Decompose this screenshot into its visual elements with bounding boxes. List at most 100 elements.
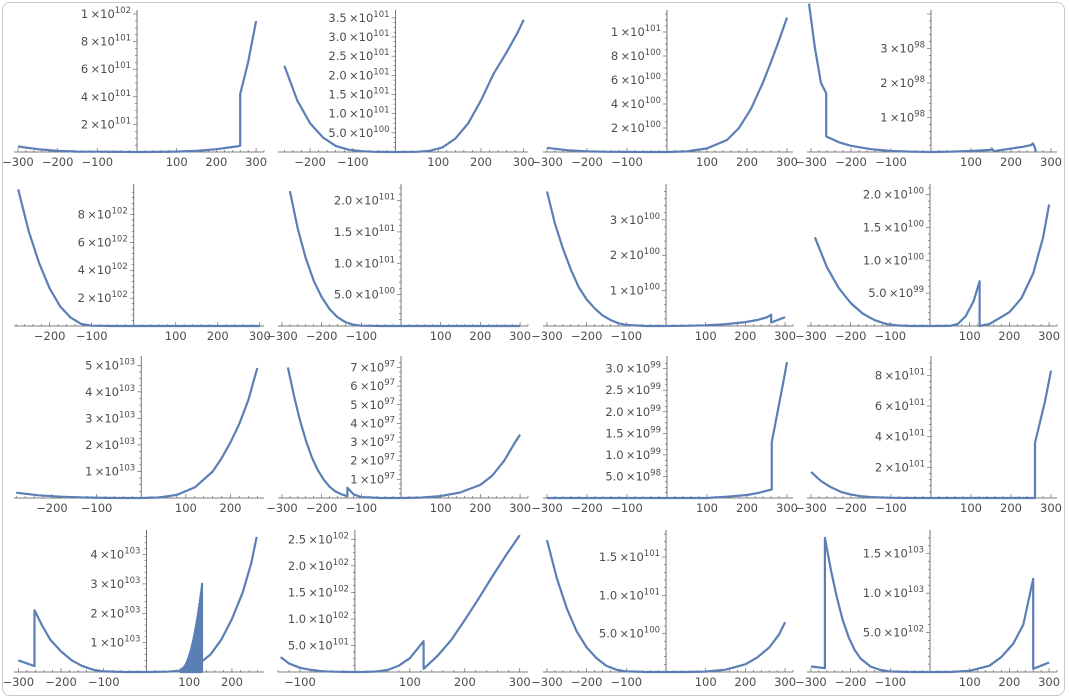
y-tick-label: 1 ×10100 <box>610 283 660 298</box>
y-tick-label: 4 ×10101 <box>875 429 925 444</box>
x-tick-label: 100 <box>959 329 981 343</box>
y-tick-label: 2 ×10100 <box>611 120 661 135</box>
x-tick-label: −100 <box>611 501 643 515</box>
y-tick-label: 5.0 ×10100 <box>328 125 389 140</box>
x-tick-label: 200 <box>736 501 758 515</box>
y-tick-label: 1 ×10102 <box>81 6 131 21</box>
y-tick-label: 2 ×10103 <box>85 437 135 452</box>
x-tick-label: −200 <box>294 155 326 169</box>
y-tick-label: 2 ×10102 <box>78 290 128 305</box>
y-tick-label: 2.0 ×10101 <box>328 67 389 82</box>
y-tick-label: 6 ×10101 <box>81 61 131 76</box>
x-tick-label: 300 <box>249 329 271 343</box>
y-tick-label: 2.5 ×10101 <box>328 48 389 63</box>
series-line-0 <box>545 539 787 674</box>
x-tick-label: 200 <box>207 329 229 343</box>
series-line-0 <box>807 3 1037 154</box>
x-tick-label: 100 <box>175 501 197 515</box>
y-tick-label: 4 ×10100 <box>611 96 661 111</box>
y-tick-label: 2.5 ×10102 <box>288 531 349 546</box>
series-line-0 <box>813 204 1051 328</box>
y-tick-label: 2 ×10100 <box>610 247 660 262</box>
y-tick-label: 5 ×10103 <box>85 357 135 372</box>
x-tick-label: 300 <box>1040 501 1062 515</box>
x-tick-label: 100 <box>430 501 452 515</box>
y-tick-label: 2 ×1098 <box>880 75 925 90</box>
series-line-0 <box>286 367 522 500</box>
y-tick-label: 1 ×1097 <box>350 471 395 486</box>
y-tick-label: 1.0 ×10101 <box>328 106 389 121</box>
x-tick-label: 200 <box>998 675 1020 689</box>
y-tick-label: 3.0 ×10101 <box>328 29 389 44</box>
series-line-0 <box>546 17 789 154</box>
x-tick-label: −100 <box>875 155 907 169</box>
x-tick-label: −100 <box>88 675 120 689</box>
y-tick-label: 1.5 ×10103 <box>863 546 924 561</box>
x-tick-label: 300 <box>1038 675 1060 689</box>
chart-panel-r2c1: −200 −100 100 200 300 2 ×10102 4 ×10102 6 ×1010… <box>14 184 271 343</box>
x-tick-label: −200 <box>835 675 867 689</box>
x-tick-label: 200 <box>469 329 491 343</box>
series-line-0 <box>17 536 258 674</box>
x-tick-label: 200 <box>998 329 1020 343</box>
x-tick-label: 100 <box>696 155 718 169</box>
chart-panel-r1c4: −300 −200 −100 100 200 300 1 ×1098 2 ×1098 3 ×10… <box>795 3 1062 169</box>
y-tick-label: 8 ×10101 <box>875 367 925 382</box>
chart-panel-r1c2: −200 −100 100 200 300 5.0 ×10100 1.0 ×10101 1.5… <box>278 10 535 169</box>
x-tick-label: 100 <box>178 675 200 689</box>
x-tick-label: −100 <box>284 675 316 689</box>
y-tick-label: 5.0 ×1099 <box>868 285 924 300</box>
y-tick-label: 6 ×10102 <box>78 234 128 249</box>
x-tick-label: −200 <box>571 501 603 515</box>
y-tick-label: 8 ×10101 <box>81 34 131 49</box>
y-tick-label: 2.0 ×1099 <box>605 404 661 419</box>
x-tick-label: −200 <box>835 329 867 343</box>
x-tick-label: −100 <box>346 329 378 343</box>
y-tick-label: 2.0 ×10102 <box>288 558 349 573</box>
y-tick-label: 5.0 ×10100 <box>599 626 660 641</box>
x-tick-label: −200 <box>306 501 338 515</box>
x-tick-label: 100 <box>695 329 717 343</box>
x-tick-label: 100 <box>165 329 187 343</box>
x-tick-label: 300 <box>1038 329 1060 343</box>
x-tick-label: 100 <box>696 501 718 515</box>
x-tick-label: 200 <box>736 155 758 169</box>
y-tick-label: 6 ×10101 <box>875 398 925 413</box>
y-tick-label: 3.5 ×10101 <box>328 10 389 25</box>
x-tick-label: 300 <box>245 155 267 169</box>
x-tick-label: 200 <box>221 675 243 689</box>
series-line-0 <box>547 361 789 500</box>
x-tick-label: −100 <box>82 155 114 169</box>
x-tick-label: −100 <box>611 329 643 343</box>
x-tick-label: −200 <box>835 155 867 169</box>
x-tick-label: −200 <box>835 501 867 515</box>
y-tick-label: 4 ×1097 <box>350 415 395 430</box>
y-tick-label: 1.5 ×10102 <box>288 584 349 599</box>
y-tick-label: 1 ×10103 <box>90 635 140 650</box>
y-tick-label: 1 ×10103 <box>85 463 135 478</box>
x-tick-label: −100 <box>81 501 113 515</box>
y-tick-label: 2.0 ×10100 <box>863 187 924 202</box>
x-tick-label: 100 <box>960 155 982 169</box>
x-tick-label: 100 <box>430 329 452 343</box>
series-line-0 <box>288 190 521 328</box>
x-tick-label: 300 <box>509 675 531 689</box>
x-tick-label: −300 <box>531 155 563 169</box>
y-tick-label: 4 ×10101 <box>81 89 131 104</box>
y-tick-label: 8 ×10100 <box>611 48 661 63</box>
x-tick-label: 200 <box>454 675 476 689</box>
x-tick-label: −300 <box>795 501 827 515</box>
y-tick-label: 6 ×1097 <box>350 378 395 393</box>
y-tick-label: 1.0 ×10101 <box>599 587 660 602</box>
x-tick-label: 200 <box>469 501 491 515</box>
y-tick-label: 1.0 ×10102 <box>288 611 349 626</box>
y-tick-label: 5.0 ×10100 <box>334 287 395 302</box>
x-tick-label: 300 <box>1040 155 1062 169</box>
y-tick-label: 1.5 ×10101 <box>328 87 389 102</box>
x-tick-label: −300 <box>795 329 827 343</box>
y-tick-label: 1.0 ×10103 <box>863 585 924 600</box>
chart-panel-r2c4: −300 −200 −100 100 200 300 5.0 ×1099 1.0 ×10100… <box>795 184 1060 343</box>
chart-panel-r4c2: −100 100 200 300 5.0 ×10101 1.0 ×10102 1.5 ×10… <box>277 530 531 689</box>
